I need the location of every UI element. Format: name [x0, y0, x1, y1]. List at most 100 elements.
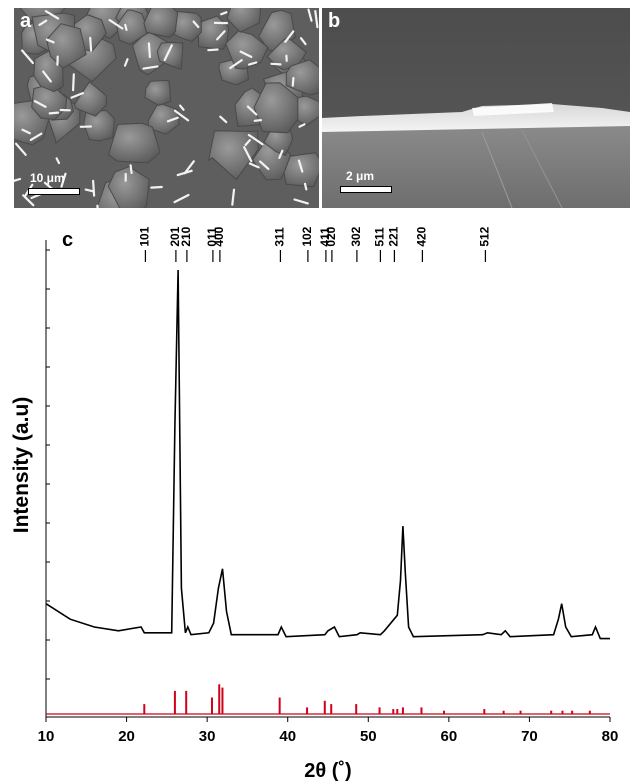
sem-needle — [231, 188, 236, 206]
sem-needle — [244, 139, 251, 146]
hkl-annotations: — 101 — 201— 210 — 011— 400 — 311 — 102 — 411… — [137, 226, 491, 262]
sem-needle — [219, 115, 228, 124]
hkl-label: — 420 — [415, 226, 429, 262]
hkl-label: — 101 — [137, 226, 151, 262]
sem-needle — [216, 30, 226, 41]
sem-needle — [91, 179, 96, 197]
xrd-chart: c — 101 — 201— 210 — 011— 400 — 311 — 102 — 4… — [10, 226, 619, 782]
sem-needle — [48, 111, 60, 115]
panel-label-a: a — [20, 10, 32, 32]
sem-needle — [299, 37, 307, 46]
sem-grain — [285, 59, 319, 96]
sem-needle — [38, 19, 48, 26]
sem-needle — [179, 104, 185, 111]
sem-needle — [96, 204, 99, 208]
sem-needle — [60, 172, 67, 188]
sem-needle — [248, 162, 260, 169]
sem-needle — [124, 23, 128, 31]
x-tick-label: 80 — [602, 728, 619, 745]
sem-needle — [21, 49, 34, 65]
sem-grain — [253, 82, 299, 134]
sem-needle — [291, 76, 295, 87]
sem-needle — [220, 11, 228, 16]
sem-grain — [143, 8, 179, 38]
sem-needle — [243, 146, 253, 163]
sem-grain — [147, 103, 180, 135]
hkl-label: — 210 — [179, 226, 193, 262]
sem-needle — [166, 116, 179, 123]
sem-needle — [45, 38, 55, 44]
sem-needle — [142, 65, 159, 70]
hkl-label: — 020 — [324, 226, 338, 262]
scale-bar-a — [28, 188, 80, 195]
sem-needle — [108, 19, 124, 30]
sem-needle — [70, 91, 85, 99]
sem-needle — [89, 36, 93, 52]
reference-peaks — [46, 684, 610, 715]
sem-needle — [173, 109, 190, 122]
sem-grain — [226, 8, 262, 33]
sem-needle — [183, 160, 195, 175]
hkl-label: — 400 — [212, 226, 226, 262]
sem-needle — [293, 198, 309, 205]
x-axis-label: 2θ (˚) — [304, 759, 351, 782]
sem-grain — [207, 130, 259, 181]
sem-grain — [225, 30, 269, 70]
sem-needle — [246, 105, 258, 116]
sem-needle — [248, 61, 258, 66]
sem-needle — [303, 182, 308, 191]
hkl-label: — 411 — [318, 227, 332, 262]
sem-needle — [44, 10, 60, 20]
x-tick-label: 40 — [279, 728, 296, 745]
sem-needle — [33, 99, 47, 108]
scale-label-b: 2 μm — [346, 169, 375, 183]
panel-label-c: c — [62, 229, 73, 251]
sem-needle — [21, 128, 31, 135]
sem-needle — [129, 164, 133, 175]
sem-needle — [192, 20, 200, 29]
sem-needle — [270, 62, 282, 66]
sem-texture-cross — [322, 8, 630, 208]
sem-needle — [297, 159, 304, 173]
sem-needle — [298, 123, 306, 128]
y-axis — [45, 240, 50, 717]
hkl-label: — 102 — [300, 226, 314, 262]
hkl-label: — 011 — [205, 227, 219, 262]
x-tick-label: 20 — [118, 728, 135, 745]
sem-grain — [156, 41, 184, 70]
sem-needle — [253, 118, 262, 122]
x-tick-label: 30 — [199, 728, 216, 745]
x-tick-label: 70 — [521, 728, 538, 745]
sem-needle — [278, 149, 284, 159]
sem-needle — [22, 194, 35, 207]
sem-needle — [14, 142, 27, 156]
sem-grain — [45, 23, 87, 69]
sem-needle — [259, 160, 270, 170]
panel-label-b: b — [328, 10, 341, 32]
sem-grain — [107, 166, 150, 208]
x-tick-label: 50 — [360, 728, 377, 745]
sem-image-cross-section: b 2 μm — [322, 8, 630, 208]
sem-needle — [307, 8, 313, 22]
sem-grain — [83, 109, 115, 142]
sem-needle — [247, 133, 264, 146]
hkl-label: — 311 — [273, 227, 287, 262]
series-measured-line — [45, 269, 610, 640]
sem-needle — [239, 50, 253, 59]
sem-needle — [43, 181, 54, 190]
sem-needle — [207, 48, 219, 52]
hkl-label: — 512 — [477, 226, 491, 262]
sem-texture-top — [14, 8, 319, 208]
y-axis-label: Intensity (a.u) — [10, 397, 33, 534]
sem-grain — [144, 79, 172, 106]
sem-needle — [150, 185, 163, 189]
sem-needle — [229, 59, 243, 70]
x-axis-ticks: 10 20 30 40 50 60 70 80 — [38, 717, 619, 745]
sem-grain — [107, 122, 161, 164]
hkl-label: — 302 — [349, 226, 363, 262]
hkl-label: — 511 — [373, 227, 387, 262]
scale-bar-b — [340, 186, 392, 193]
hkl-label: — 221 — [386, 226, 400, 262]
sem-needle — [163, 44, 173, 62]
sem-needle — [55, 157, 61, 165]
